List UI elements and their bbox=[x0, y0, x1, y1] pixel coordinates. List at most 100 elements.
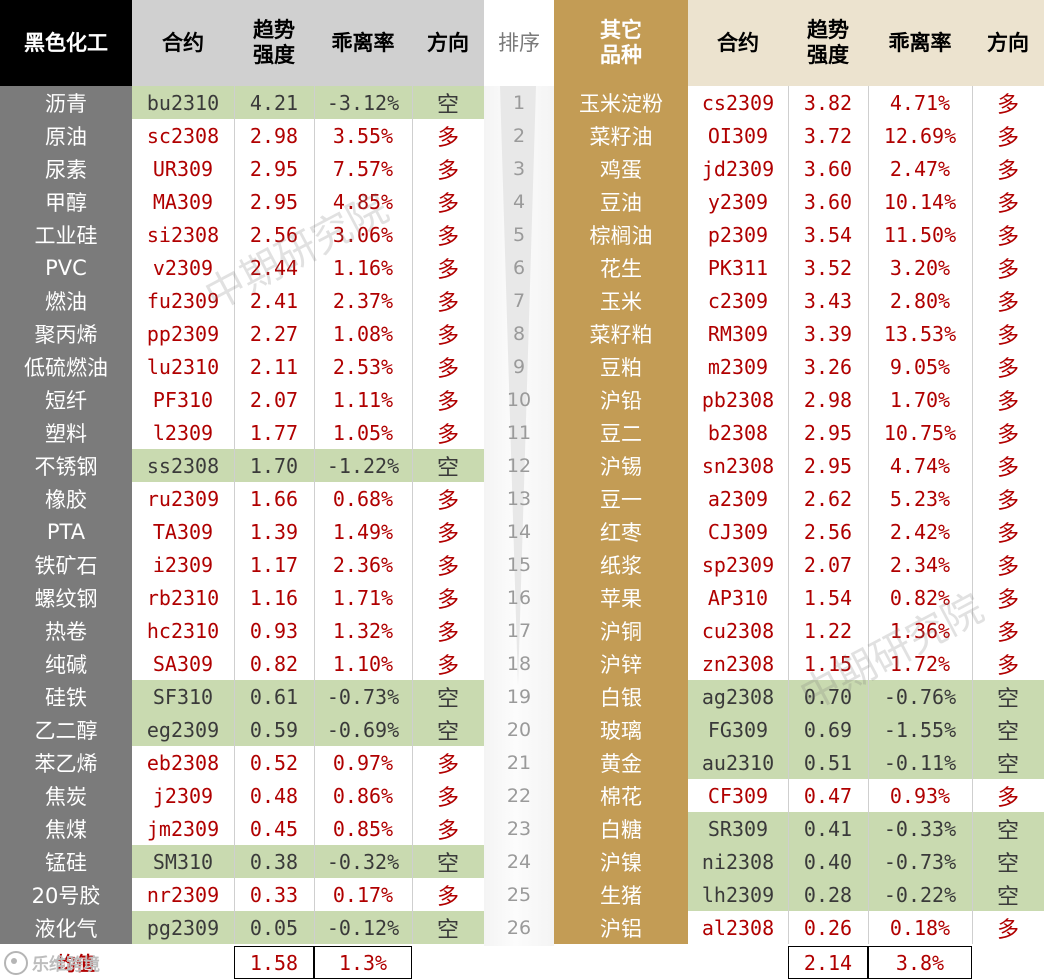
left-direction-cell: 多 bbox=[436, 818, 459, 844]
right-name-cell: 黄金 bbox=[554, 746, 688, 779]
left-name-cell: 橡胶 bbox=[0, 482, 132, 515]
left-contract-cell: j2309 bbox=[152, 783, 214, 808]
right-deviation-cell: -0.73% bbox=[868, 845, 972, 878]
right-direction-cell: 多 bbox=[996, 389, 1019, 415]
right-direction-cell: 多 bbox=[996, 158, 1019, 184]
right-strength-cell: 3.60 bbox=[803, 156, 853, 181]
left-name-cell: 原油 bbox=[0, 119, 132, 152]
right-direction-cell: 空 bbox=[972, 878, 1044, 911]
left-contract-cell: bu2310 bbox=[132, 86, 234, 119]
right-deviation-cell: 5.23% bbox=[889, 486, 951, 511]
left-contract-cell: pg2309 bbox=[132, 911, 234, 944]
right-strength-cell: 3.52 bbox=[803, 255, 853, 280]
left-direction-cell: 空 bbox=[412, 845, 484, 878]
right-direction-cell: 多 bbox=[996, 917, 1019, 943]
right-deviation-cell: -0.11% bbox=[868, 746, 972, 779]
right-name-cell: 豆油 bbox=[554, 185, 688, 218]
right-name-cell: 豆二 bbox=[554, 416, 688, 449]
left-average-strength: 1.58 bbox=[234, 946, 314, 979]
left-contract-header: 合约 bbox=[132, 0, 234, 86]
right-strength-cell: 2.07 bbox=[803, 552, 853, 577]
column-divider bbox=[234, 86, 235, 944]
rank-cell: 25 bbox=[506, 883, 532, 906]
left-contract-cell: rb2310 bbox=[146, 585, 220, 610]
right-name-cell: 玉米 bbox=[554, 284, 688, 317]
left-deviation-cell: 1.49% bbox=[332, 519, 394, 544]
left-strength-cell: 0.61 bbox=[234, 680, 314, 713]
right-strength-cell: 0.51 bbox=[788, 746, 868, 779]
left-strength-cell: 0.93 bbox=[249, 618, 299, 643]
right-deviation-cell: 1.70% bbox=[889, 387, 951, 412]
rank-cell: 1 bbox=[512, 91, 526, 114]
left-contract-cell: lu2310 bbox=[146, 354, 220, 379]
right-deviation-cell: -1.55% bbox=[868, 713, 972, 746]
left-name-cell: 纯碱 bbox=[0, 647, 132, 680]
right-strength-cell: 3.82 bbox=[803, 90, 853, 115]
right-deviation-cell: 0.18% bbox=[889, 915, 951, 940]
left-deviation-cell: 1.05% bbox=[332, 420, 394, 445]
left-direction-cell: 空 bbox=[412, 449, 484, 482]
right-strength-cell: 0.70 bbox=[788, 680, 868, 713]
right-direction-cell: 空 bbox=[972, 746, 1044, 779]
column-divider bbox=[314, 86, 315, 944]
right-average-strength: 2.14 bbox=[788, 946, 868, 979]
right-direction-cell: 多 bbox=[996, 620, 1019, 646]
left-contract-cell: jm2309 bbox=[146, 816, 220, 841]
left-deviation-cell: 1.16% bbox=[332, 255, 394, 280]
right-name-cell: 沪铅 bbox=[554, 383, 688, 416]
left-contract-cell: MA309 bbox=[152, 189, 214, 214]
right-contract-cell: lh2309 bbox=[688, 878, 788, 911]
left-strength-header: 趋势 强度 bbox=[234, 0, 314, 86]
right-contract-cell: OI309 bbox=[707, 123, 769, 148]
right-name-cell: 沪锡 bbox=[554, 449, 688, 482]
right-contract-cell: a2309 bbox=[707, 486, 769, 511]
left-direction-cell: 空 bbox=[412, 911, 484, 944]
right-strength-cell: 0.41 bbox=[788, 812, 868, 845]
right-name-cell: 生猪 bbox=[554, 878, 688, 911]
left-strength-cell: 1.70 bbox=[234, 449, 314, 482]
right-deviation-cell: -0.22% bbox=[868, 878, 972, 911]
right-contract-cell: b2308 bbox=[707, 420, 769, 445]
right-strength-cell: 3.60 bbox=[803, 189, 853, 214]
rank-cell: 3 bbox=[512, 157, 526, 180]
right-direction-cell: 多 bbox=[996, 257, 1019, 283]
left-strength-cell: 0.38 bbox=[234, 845, 314, 878]
left-contract-cell: ss2308 bbox=[132, 449, 234, 482]
left-name-cell: 燃油 bbox=[0, 284, 132, 317]
left-direction-cell: 空 bbox=[412, 86, 484, 119]
right-name-cell: 菜籽粕 bbox=[554, 317, 688, 350]
rank-column-decoration bbox=[500, 86, 536, 686]
right-average-deviation: 3.8% bbox=[868, 946, 972, 979]
left-direction-cell: 多 bbox=[436, 224, 459, 250]
right-deviation-cell: -0.76% bbox=[868, 680, 972, 713]
left-name-cell: 塑料 bbox=[0, 416, 132, 449]
right-contract-cell: FG309 bbox=[688, 713, 788, 746]
right-deviation-cell: 3.20% bbox=[889, 255, 951, 280]
left-direction-cell: 多 bbox=[436, 191, 459, 217]
left-direction-cell: 多 bbox=[436, 752, 459, 778]
right-deviation-cell: 1.72% bbox=[889, 651, 951, 676]
right-deviation-cell: 1.36% bbox=[889, 618, 951, 643]
left-direction-cell: 多 bbox=[436, 554, 459, 580]
left-direction-cell: 多 bbox=[436, 290, 459, 316]
right-direction-cell: 空 bbox=[972, 713, 1044, 746]
right-contract-cell: PK311 bbox=[707, 255, 769, 280]
left-direction-cell: 多 bbox=[436, 785, 459, 811]
right-direction-header: 方向 bbox=[972, 0, 1044, 86]
rank-cell: 13 bbox=[506, 487, 532, 510]
left-deviation-header: 乖离率 bbox=[314, 0, 412, 86]
left-direction-cell: 多 bbox=[436, 125, 459, 151]
left-contract-cell: UR309 bbox=[152, 156, 214, 181]
right-deviation-cell: 11.50% bbox=[883, 222, 957, 247]
left-strength-cell: 2.41 bbox=[249, 288, 299, 313]
left-strength-cell: 2.95 bbox=[249, 156, 299, 181]
right-contract-cell: au2310 bbox=[688, 746, 788, 779]
right-deviation-cell: 2.47% bbox=[889, 156, 951, 181]
left-strength-cell: 2.44 bbox=[249, 255, 299, 280]
right-strength-cell: 0.28 bbox=[788, 878, 868, 911]
left-name-cell: 沥青 bbox=[0, 86, 132, 119]
rank-cell: 14 bbox=[506, 520, 532, 543]
right-strength-cell: 2.95 bbox=[803, 420, 853, 445]
right-deviation-cell: 0.82% bbox=[889, 585, 951, 610]
rank-cell: 22 bbox=[506, 784, 532, 807]
